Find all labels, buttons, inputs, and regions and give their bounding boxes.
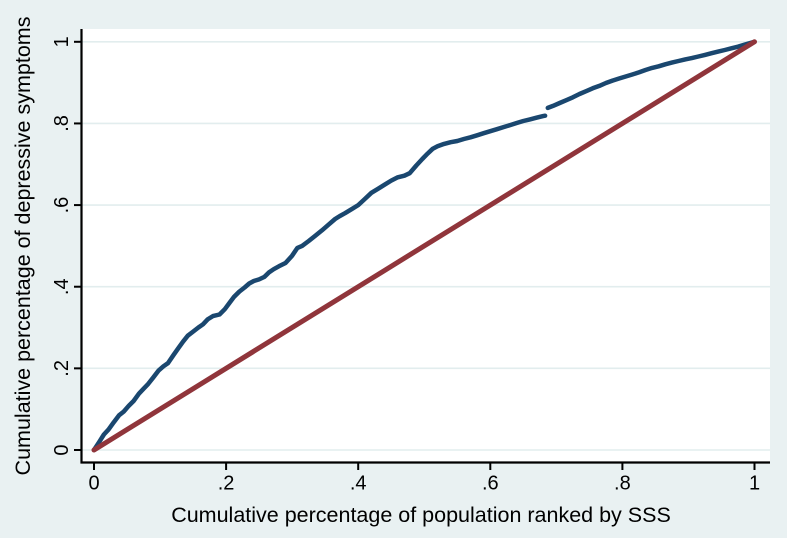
axes-layer: 0 .2 .4 .6 .8 1 0 .2 .4 .6 .8 1 [51,29,770,495]
y-tick-label: .6 [51,197,73,214]
y-tick-label: 1 [51,36,73,47]
line-of-equality [91,39,757,453]
y-tick-label: 0 [51,444,73,455]
concentration-curve [545,39,757,111]
x-tick-label: 0 [88,473,99,495]
y-tick-label: .2 [51,360,73,377]
x-tick-label: 1 [749,473,760,495]
gridline-layer [81,40,770,451]
concentration-curve [91,113,548,453]
y-tick-label: .4 [51,278,73,295]
y-axis-title: Cumulative percentage of depressive symp… [11,17,35,476]
x-axis-title: Cumulative percentage of population rank… [171,503,671,527]
series-layer [91,39,757,453]
x-tick-label: .8 [614,473,631,495]
y-tick-label: .8 [51,115,73,132]
x-tick-label: .6 [482,473,499,495]
x-tick-label: .2 [218,473,235,495]
x-tick-label: .4 [350,473,367,495]
